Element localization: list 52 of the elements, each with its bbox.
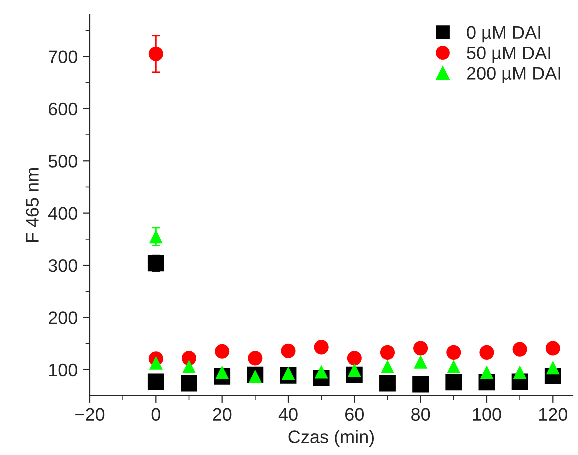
point xyxy=(513,366,527,380)
point xyxy=(347,351,362,366)
y-tick-label: 500 xyxy=(48,155,78,168)
point xyxy=(380,360,395,374)
point xyxy=(248,351,263,366)
point xyxy=(148,46,164,62)
legend-label: 200 µM DAI xyxy=(467,67,561,84)
point xyxy=(148,255,164,272)
point xyxy=(546,361,560,375)
point xyxy=(414,341,428,356)
point xyxy=(181,375,198,392)
point xyxy=(446,345,462,360)
x-tick-label: 40 xyxy=(278,408,298,422)
y-tick-label: 100 xyxy=(49,364,78,377)
point xyxy=(182,360,196,374)
point xyxy=(412,376,430,393)
legend-label: 0 µM DAI xyxy=(467,26,540,43)
point xyxy=(414,355,428,369)
x-tick-label: 80 xyxy=(412,408,430,422)
x-tick-label: 60 xyxy=(346,408,364,422)
y-tick-label: 600 xyxy=(48,102,78,116)
point xyxy=(480,345,494,360)
point xyxy=(480,366,494,380)
x-axis-title: Czas (min) xyxy=(288,430,374,448)
y-tick-label: 200 xyxy=(48,312,78,324)
legend-label: 50 µM DAI xyxy=(467,46,550,64)
point xyxy=(149,356,163,370)
point xyxy=(348,364,362,378)
point xyxy=(149,230,163,244)
point xyxy=(512,342,528,357)
point xyxy=(380,345,396,360)
point xyxy=(446,374,462,391)
y-tick-label: 700 xyxy=(49,50,78,64)
point xyxy=(248,370,262,384)
y-axis-title: F 465 nm xyxy=(26,168,39,242)
point xyxy=(282,366,296,380)
point xyxy=(380,375,396,392)
point xyxy=(546,341,560,356)
x-tick-label: 0 xyxy=(152,408,160,422)
x-tick-label: −20 xyxy=(76,408,105,422)
point xyxy=(215,344,230,359)
point xyxy=(216,366,230,380)
x-tick-label: 120 xyxy=(539,408,568,422)
point xyxy=(148,374,164,390)
x-tick-label: 100 xyxy=(473,408,502,422)
point xyxy=(447,360,461,374)
point xyxy=(281,344,296,358)
y-tick-label: 300 xyxy=(48,259,78,272)
point xyxy=(314,365,328,379)
x-tick-label: 20 xyxy=(213,408,232,422)
point xyxy=(314,340,329,355)
y-tick-label: 400 xyxy=(48,207,78,220)
